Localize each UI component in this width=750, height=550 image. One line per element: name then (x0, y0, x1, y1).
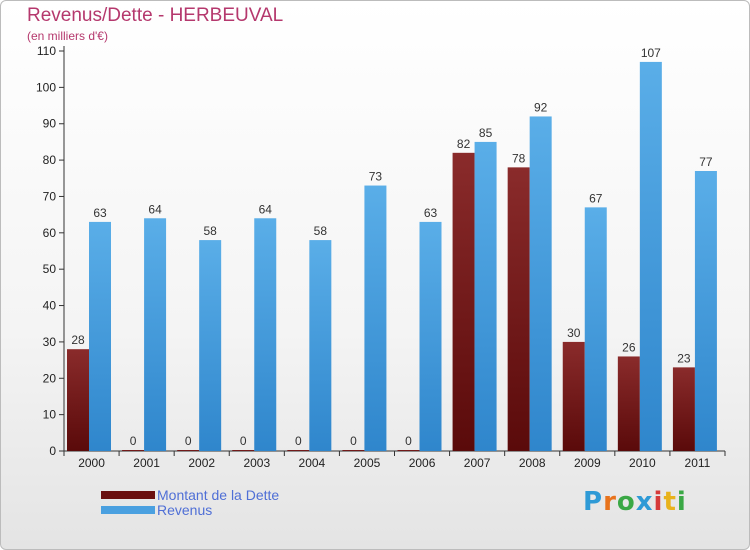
legend: Montant de la Dette Revenus (101, 486, 280, 518)
logo-letter: P (583, 487, 604, 517)
dette-bar-value-label: 82 (457, 137, 471, 151)
x-tick-label: 2010 (629, 456, 656, 470)
chart-title: Revenus/Dette - HERBEUVAL (27, 5, 284, 26)
revenus-bar-value-label: 63 (424, 206, 438, 220)
logo-letter: x (635, 487, 654, 517)
y-tick-label: 0 (49, 444, 56, 458)
revenus-bar-value-label: 92 (534, 100, 548, 114)
y-tick-label: 10 (43, 408, 57, 422)
dette-bar-value-label: 78 (512, 151, 526, 165)
revenus-bar-value-label: 85 (479, 126, 493, 140)
dette-bar (672, 367, 695, 451)
logo-letter: i (676, 487, 687, 517)
legend-swatch-dette (101, 490, 155, 499)
logo-letter: r (603, 487, 617, 517)
dette-bar-value-label: 0 (405, 434, 412, 448)
dette-bar (617, 356, 640, 451)
revenus-bar-value-label: 107 (641, 46, 661, 60)
dette-bar-value-label: 28 (71, 333, 85, 347)
x-tick-label: 2007 (464, 456, 491, 470)
revenus-bar (89, 221, 111, 451)
revenus-bar (639, 61, 662, 452)
legend-swatch-revenus (101, 505, 155, 514)
x-tick-label: 2002 (188, 456, 215, 470)
dette-bar (452, 152, 475, 451)
dette-bar (342, 450, 365, 451)
proxiti-logo: Proxiti (583, 487, 687, 517)
dette-bar-value-label: 0 (350, 434, 357, 448)
y-tick-label: 70 (43, 189, 57, 203)
dette-bar (562, 341, 585, 451)
x-tick-label: 2001 (133, 456, 160, 470)
legend-label-dette: Montant de la Dette (157, 486, 280, 503)
dette-bar (67, 349, 89, 451)
chart-subtitle: (en milliers d'€) (27, 29, 108, 43)
y-tick-label: 80 (43, 153, 57, 167)
x-tick-label: 2005 (354, 456, 381, 470)
y-tick-label: 100 (36, 80, 56, 94)
legend-item-revenus: Revenus (101, 501, 279, 518)
revenus-bar-value-label: 77 (699, 155, 713, 169)
y-tick-label: 60 (43, 226, 57, 240)
dette-bar-value-label: 0 (130, 434, 137, 448)
revenus-bar-value-label: 58 (314, 224, 328, 238)
x-tick-label: 2004 (299, 456, 326, 470)
revenus-bar (529, 116, 552, 452)
dette-bar-value-label: 0 (295, 434, 302, 448)
revenus-bar (254, 218, 277, 451)
y-tick-label: 50 (43, 262, 57, 276)
revenus-bar (474, 141, 497, 451)
revenus-bar-value-label: 64 (148, 202, 162, 216)
dette-bar (507, 167, 530, 451)
revenus-bar (309, 240, 332, 451)
revenus-bar-value-label: 64 (259, 202, 273, 216)
y-tick-label: 110 (37, 44, 56, 58)
dette-bar-value-label: 26 (622, 340, 636, 354)
dette-bar-value-label: 0 (240, 434, 247, 448)
revenus-bar-value-label: 67 (589, 191, 603, 205)
y-tick-label: 40 (43, 299, 57, 313)
dette-bar-value-label: 23 (677, 351, 691, 365)
dette-bar-value-label: 30 (567, 326, 581, 340)
revenus-bar (199, 240, 222, 451)
revenus-bar (144, 218, 167, 451)
x-tick-label: 2003 (243, 456, 270, 470)
x-tick-label: 2011 (685, 456, 711, 470)
revenus-bar-value-label: 63 (93, 206, 107, 220)
dette-bar (232, 450, 255, 451)
dette-bar (177, 450, 200, 451)
y-tick-label: 90 (43, 117, 57, 131)
dette-bar (287, 450, 310, 451)
logo-letter: i (653, 487, 664, 517)
x-tick-label: 2006 (409, 456, 436, 470)
revenus-bar-value-label: 73 (369, 170, 383, 184)
legend-item-dette: Montant de la Dette (101, 486, 280, 503)
revenus-bar (694, 171, 717, 451)
dette-bar (122, 450, 145, 451)
dette-bar (397, 450, 420, 451)
logo-letter: t (663, 487, 677, 517)
y-tick-label: 20 (43, 371, 57, 385)
revenus-bar (419, 221, 442, 451)
revenus-bar (584, 207, 607, 451)
dette-bar-value-label: 0 (185, 434, 192, 448)
x-tick-label: 2009 (574, 456, 601, 470)
logo-letter: o (616, 487, 636, 517)
x-tick-label: 2000 (78, 456, 105, 470)
x-tick-label: 2008 (519, 456, 546, 470)
revenus-bar (364, 185, 387, 451)
y-tick-label: 30 (43, 335, 57, 349)
legend-label-revenus: Revenus (157, 501, 213, 518)
revenus-bar-value-label: 58 (203, 224, 217, 238)
